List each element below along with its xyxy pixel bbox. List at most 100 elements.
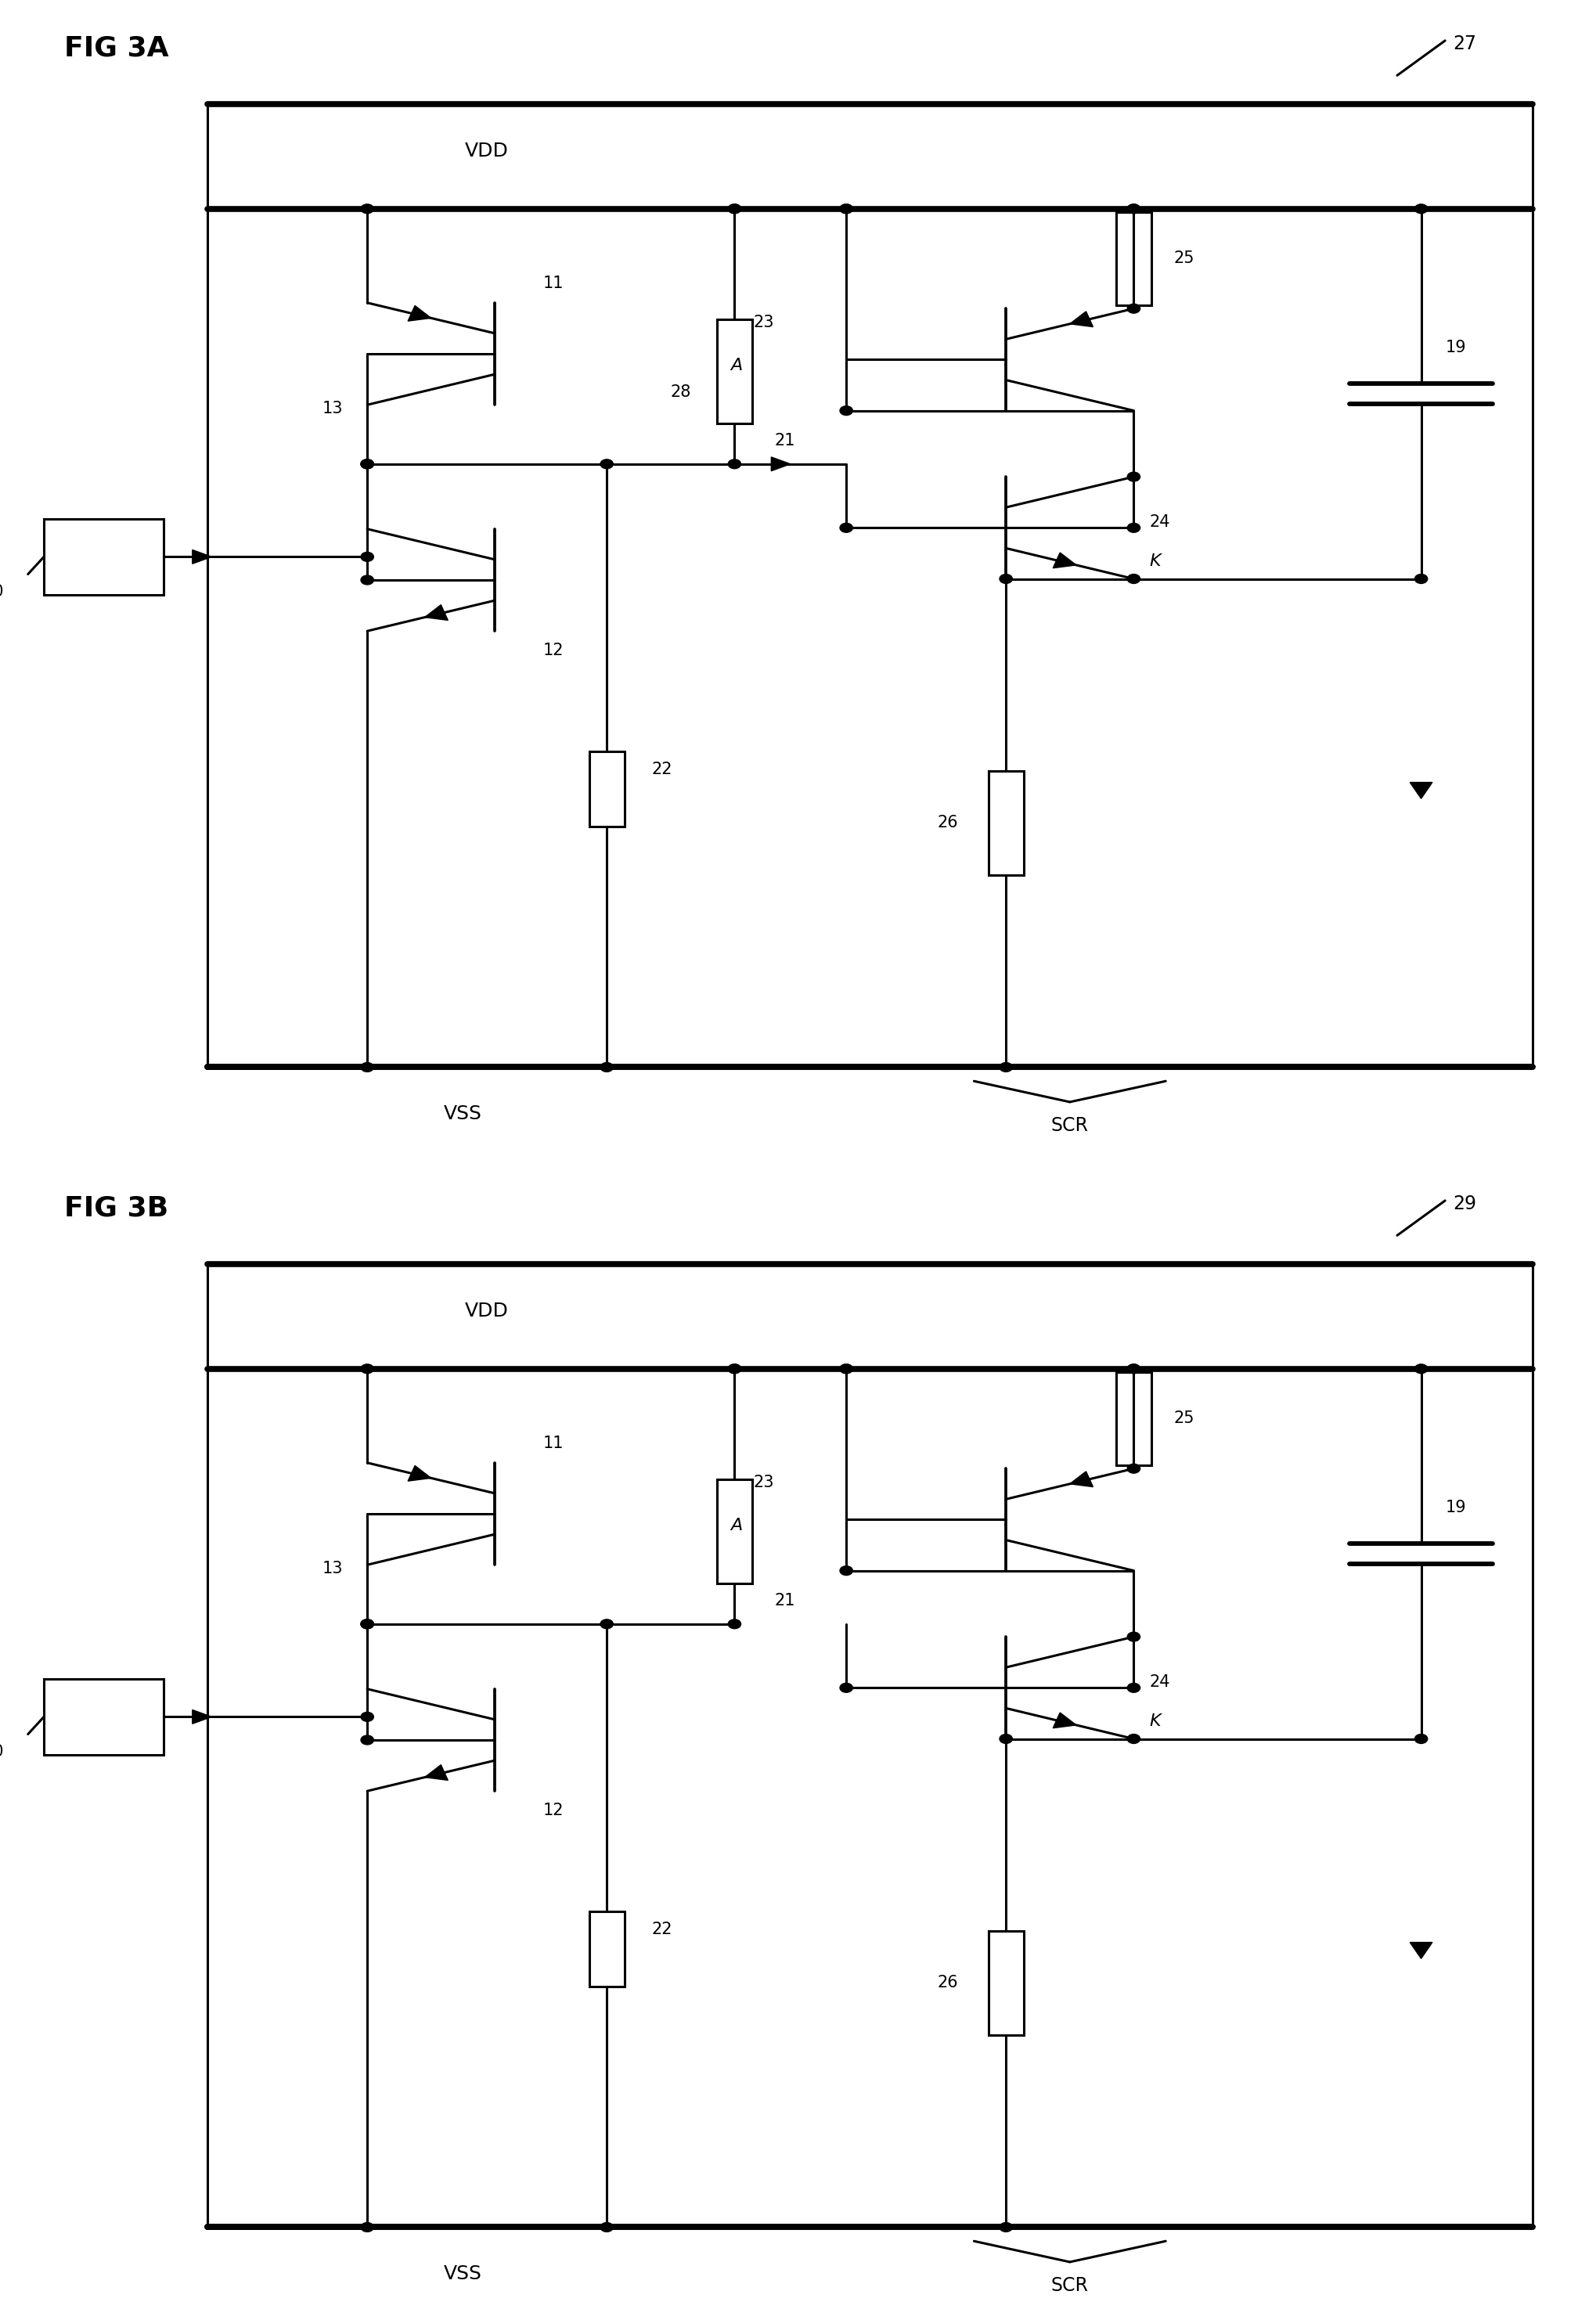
Text: 22: 22 <box>651 761 672 777</box>
Circle shape <box>728 1364 741 1373</box>
Circle shape <box>1127 204 1140 213</box>
Circle shape <box>839 1364 852 1373</box>
Text: SCR: SCR <box>1050 2276 1088 2294</box>
Circle shape <box>600 1619 613 1629</box>
Text: VDD: VDD <box>464 1302 509 1320</box>
Circle shape <box>1127 1735 1140 1745</box>
Bar <box>717 1480 752 1582</box>
Circle shape <box>1414 204 1427 213</box>
Circle shape <box>839 1566 852 1575</box>
Polygon shape <box>425 606 448 619</box>
Circle shape <box>839 1684 852 1694</box>
Polygon shape <box>1052 552 1076 568</box>
Text: A: A <box>731 1517 742 1534</box>
Circle shape <box>839 1364 852 1373</box>
Text: VDD: VDD <box>464 142 509 160</box>
Text: 19: 19 <box>1444 339 1465 355</box>
Bar <box>589 752 624 826</box>
Text: 26: 26 <box>937 1974 958 1991</box>
Polygon shape <box>1409 1942 1432 1958</box>
Circle shape <box>1127 1364 1140 1373</box>
Text: 28: 28 <box>670 385 691 399</box>
Circle shape <box>361 2223 373 2232</box>
Circle shape <box>999 1735 1012 1745</box>
Circle shape <box>361 459 373 469</box>
Text: 21: 21 <box>774 434 795 448</box>
Text: 12: 12 <box>543 1803 563 1819</box>
Circle shape <box>1127 1684 1140 1694</box>
Circle shape <box>600 1063 613 1072</box>
Text: 24: 24 <box>1149 515 1170 529</box>
Circle shape <box>728 1364 741 1373</box>
Bar <box>45 1680 164 1754</box>
Circle shape <box>1127 1633 1140 1643</box>
Circle shape <box>839 204 852 213</box>
Text: A: A <box>731 357 742 374</box>
Bar <box>589 1912 624 1986</box>
Text: 23: 23 <box>753 316 774 329</box>
Circle shape <box>728 459 741 469</box>
Bar <box>1116 213 1151 306</box>
Circle shape <box>361 459 373 469</box>
Text: 29: 29 <box>1452 1195 1476 1213</box>
Circle shape <box>1127 304 1140 313</box>
Circle shape <box>361 1619 373 1629</box>
Circle shape <box>1414 1735 1427 1745</box>
Circle shape <box>361 552 373 561</box>
Text: K: K <box>1149 1714 1160 1728</box>
Polygon shape <box>1069 1471 1093 1487</box>
Text: 21: 21 <box>774 1594 795 1608</box>
Polygon shape <box>1409 782 1432 798</box>
Circle shape <box>361 459 373 469</box>
Circle shape <box>1127 524 1140 531</box>
Circle shape <box>999 575 1012 585</box>
Text: 13: 13 <box>322 1561 343 1578</box>
Text: I/O
Pad: I/O Pad <box>94 1705 113 1728</box>
Polygon shape <box>407 1466 431 1480</box>
Polygon shape <box>407 306 431 320</box>
Text: VSS: VSS <box>444 2264 482 2283</box>
Circle shape <box>839 204 852 213</box>
Circle shape <box>361 1712 373 1721</box>
Circle shape <box>361 575 373 585</box>
Bar <box>988 770 1023 875</box>
Text: 27: 27 <box>1452 35 1476 53</box>
Bar <box>717 318 752 422</box>
Bar <box>1116 1373 1151 1466</box>
Circle shape <box>361 1619 373 1629</box>
Circle shape <box>1127 473 1140 480</box>
Circle shape <box>999 1063 1012 1072</box>
Polygon shape <box>1069 311 1093 327</box>
Text: FIG 3B: FIG 3B <box>64 1195 168 1220</box>
Circle shape <box>999 2223 1012 2232</box>
Polygon shape <box>771 457 790 471</box>
Text: 10: 10 <box>0 1745 5 1759</box>
Text: K: K <box>1149 554 1160 568</box>
Bar <box>988 1930 1023 2035</box>
Circle shape <box>1127 1464 1140 1473</box>
Circle shape <box>600 459 613 469</box>
Bar <box>45 520 164 594</box>
Circle shape <box>361 1364 373 1373</box>
Circle shape <box>361 204 373 213</box>
Text: FIG 3A: FIG 3A <box>64 35 169 60</box>
Text: I/O
Pad: I/O Pad <box>94 545 113 568</box>
Polygon shape <box>1052 1712 1076 1728</box>
Circle shape <box>1414 575 1427 585</box>
Circle shape <box>361 1063 373 1072</box>
Circle shape <box>839 524 852 531</box>
Circle shape <box>728 1619 741 1629</box>
Circle shape <box>600 2223 613 2232</box>
Polygon shape <box>193 1710 212 1724</box>
Text: 11: 11 <box>543 1436 563 1452</box>
Polygon shape <box>193 550 212 564</box>
Text: 10: 10 <box>0 585 5 599</box>
Text: 25: 25 <box>1173 1411 1194 1427</box>
Text: VSS: VSS <box>444 1104 482 1123</box>
Circle shape <box>361 1735 373 1745</box>
Circle shape <box>839 406 852 415</box>
Text: 25: 25 <box>1173 251 1194 267</box>
Text: 13: 13 <box>322 401 343 418</box>
Polygon shape <box>425 1766 448 1779</box>
Text: SCR: SCR <box>1050 1116 1088 1134</box>
